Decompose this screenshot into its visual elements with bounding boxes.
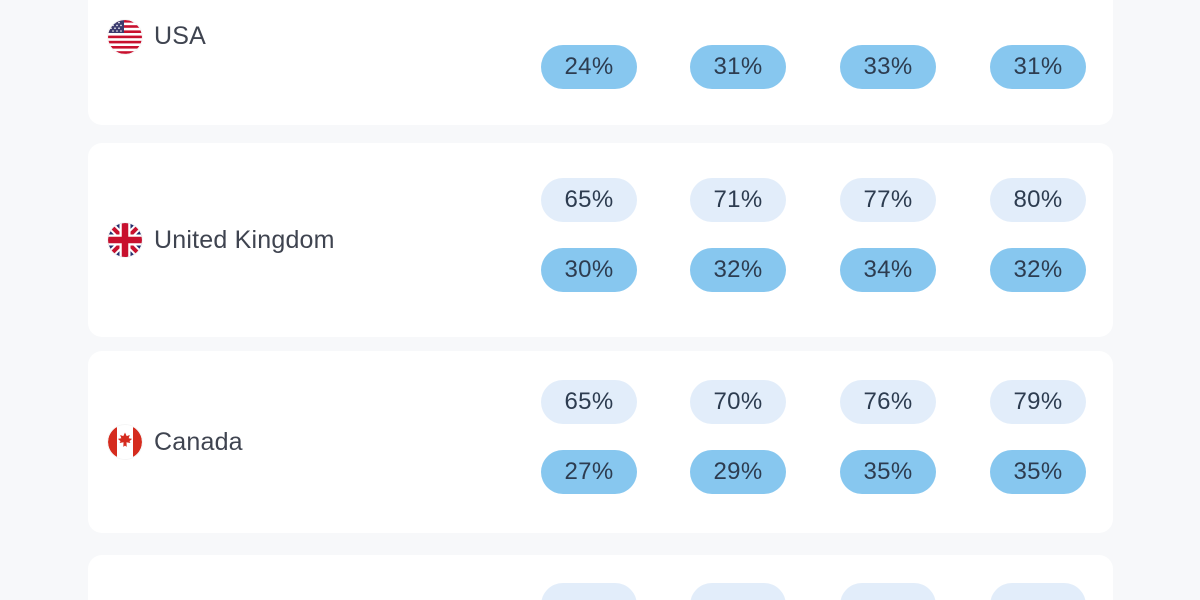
table-row[interactable]: Canada 65% 27% 70% 29% 76% 35% 79% 35% bbox=[88, 351, 1113, 533]
metric-pill-light[interactable] bbox=[840, 583, 936, 600]
metric-pill-light[interactable]: 65% bbox=[541, 178, 637, 222]
metric-pill-light[interactable]: 76% bbox=[840, 380, 936, 424]
metric-pill-solid[interactable]: 31% bbox=[990, 44, 1086, 89]
flag-canada-icon bbox=[108, 425, 142, 459]
metric-pill-light[interactable] bbox=[690, 583, 786, 600]
country-cell-canada: Canada bbox=[108, 425, 243, 459]
metric-pill-solid[interactable]: 32% bbox=[990, 248, 1086, 292]
flag-uk-icon bbox=[108, 223, 142, 257]
metric-pill-light[interactable] bbox=[990, 583, 1086, 600]
metric-pill-solid[interactable]: 35% bbox=[840, 450, 936, 494]
country-name-label: United Kingdom bbox=[154, 225, 335, 254]
metric-pill-solid[interactable]: 29% bbox=[690, 450, 786, 494]
flag-uk-icon bbox=[108, 223, 142, 257]
flag-usa-icon bbox=[108, 19, 142, 54]
metric-pill-solid[interactable]: 33% bbox=[840, 44, 936, 89]
country-cell-usa: USA bbox=[108, 19, 207, 54]
metric-pill-light[interactable]: 77% bbox=[840, 178, 936, 222]
metric-pill-solid[interactable]: 24% bbox=[541, 44, 637, 89]
country-name-label: USA bbox=[154, 22, 207, 50]
metric-pill-light[interactable] bbox=[541, 583, 637, 600]
table-row[interactable]: USA 24% 31% 33% 31% bbox=[88, 0, 1113, 125]
flag-usa-icon bbox=[108, 19, 142, 54]
metric-pill-solid[interactable]: 35% bbox=[990, 450, 1086, 494]
metric-pill-light[interactable]: 80% bbox=[990, 178, 1086, 222]
metric-pill-solid[interactable]: 27% bbox=[541, 450, 637, 494]
metric-pill-light[interactable]: 70% bbox=[690, 380, 786, 424]
flag-canada-icon bbox=[108, 425, 142, 459]
country-cell-united-kingdom: United Kingdom bbox=[108, 223, 335, 257]
metric-pill-light[interactable]: 79% bbox=[990, 380, 1086, 424]
metric-pill-light[interactable]: 71% bbox=[690, 178, 786, 222]
metric-pill-light[interactable]: 65% bbox=[541, 380, 637, 424]
metric-pill-solid[interactable]: 30% bbox=[541, 248, 637, 292]
metric-pill-solid[interactable]: 32% bbox=[690, 248, 786, 292]
table-row[interactable] bbox=[88, 555, 1113, 600]
table-row[interactable]: United Kingdom 65% 30% 71% 32% 77% 34% 80% 32% bbox=[88, 143, 1113, 337]
metric-pill-solid[interactable]: 31% bbox=[690, 44, 786, 89]
country-name-label: Canada bbox=[154, 427, 243, 456]
metric-pill-solid[interactable]: 34% bbox=[840, 248, 936, 292]
